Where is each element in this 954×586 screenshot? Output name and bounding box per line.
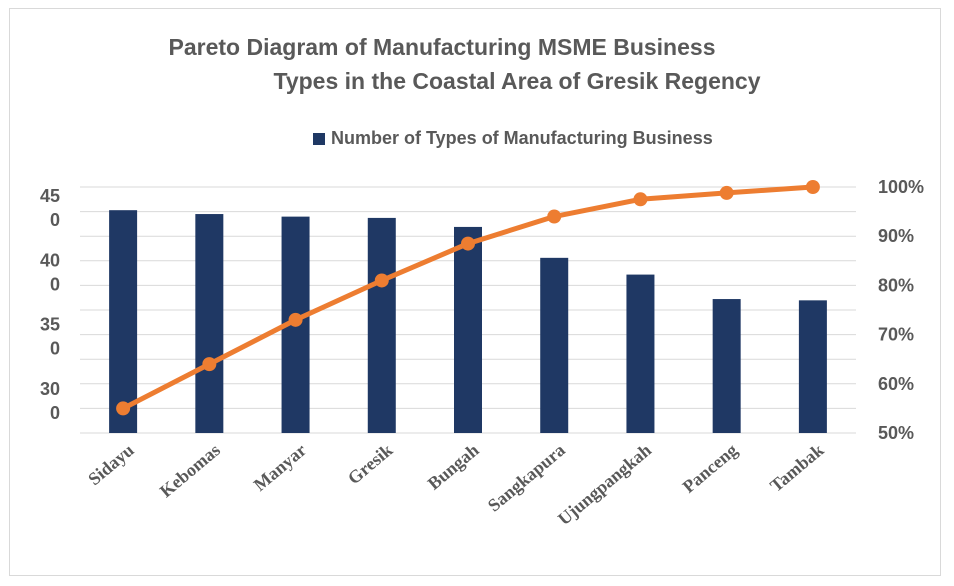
chart-title-line-1: Pareto Diagram of Manufacturing MSME Bus… bbox=[168, 34, 716, 60]
chart-title-line-2: Types in the Coastal Area of Gresik Rege… bbox=[273, 68, 761, 94]
legend-swatch-bar bbox=[313, 132, 325, 145]
left-tick-label-line-2: 0 bbox=[50, 339, 60, 359]
cumulative-point-kebomas bbox=[202, 357, 217, 372]
legend-label-bar: Number of Types of Manufacturing Busines… bbox=[331, 128, 713, 148]
cumulative-point-ujungpangkah bbox=[633, 192, 648, 207]
cumulative-point-manyar bbox=[288, 312, 303, 327]
right-tick-label: 60% bbox=[878, 374, 914, 394]
bar-sangkapura bbox=[540, 257, 569, 433]
bar-kebomas bbox=[195, 214, 224, 433]
category-label-sidayu: Sidayu bbox=[84, 440, 137, 489]
cumulative-point-tambak bbox=[805, 180, 820, 194]
cumulative-point-sangkapura bbox=[547, 209, 562, 224]
left-tick-label: 40 0 bbox=[40, 250, 60, 294]
left-tick-label-line-1: 30 bbox=[40, 379, 60, 399]
chart-title: Pareto Diagram of Manufacturing MSME Bus… bbox=[0, 30, 954, 98]
category-label-panceng: Panceng bbox=[679, 440, 742, 497]
category-label-tambak: Tambak bbox=[766, 440, 827, 496]
left-tick-label-line-1: 40 bbox=[40, 250, 60, 270]
cumulative-point-bungah bbox=[461, 236, 475, 251]
category-label-gresik: Gresik bbox=[344, 440, 396, 489]
right-tick-label: 100% bbox=[878, 177, 924, 197]
bar-panceng bbox=[712, 299, 741, 433]
cumulative-point-gresik bbox=[374, 273, 389, 288]
left-tick-label: 30 0 bbox=[40, 379, 60, 423]
category-label-sangkapura: Sangkapura bbox=[484, 440, 569, 516]
left-tick-label: 35 0 bbox=[40, 315, 60, 359]
category-label-manyar: Manyar bbox=[250, 440, 310, 495]
left-tick-label-line-2: 0 bbox=[50, 403, 60, 423]
left-tick-label: 45 0 bbox=[40, 186, 60, 230]
bar-tambak bbox=[798, 300, 827, 433]
left-tick-label-line-1: 35 bbox=[40, 315, 60, 335]
bar-bungah bbox=[454, 226, 482, 433]
right-tick-label: 70% bbox=[878, 325, 914, 345]
right-tick-label: 90% bbox=[878, 226, 914, 246]
category-label-kebomas: Kebomas bbox=[156, 440, 224, 502]
left-tick-label-line-2: 0 bbox=[50, 274, 60, 294]
left-tick-label-line-2: 0 bbox=[50, 210, 60, 230]
category-label-ujungpangkah: Ujungpangkah bbox=[554, 440, 655, 529]
right-tick-label: 50% bbox=[878, 423, 914, 443]
left-tick-label-line-1: 45 bbox=[40, 186, 60, 206]
category-label-bungah: Bungah bbox=[424, 440, 483, 494]
bar-gresik bbox=[367, 217, 396, 433]
chart-legend: Number of Types of Manufacturing Busines… bbox=[313, 128, 713, 149]
bar-ujungpangkah bbox=[626, 274, 655, 433]
cumulative-point-panceng bbox=[719, 185, 734, 200]
right-tick-label: 80% bbox=[878, 275, 914, 295]
bar-sidayu bbox=[109, 210, 138, 433]
cumulative-point-sidayu bbox=[116, 401, 131, 416]
